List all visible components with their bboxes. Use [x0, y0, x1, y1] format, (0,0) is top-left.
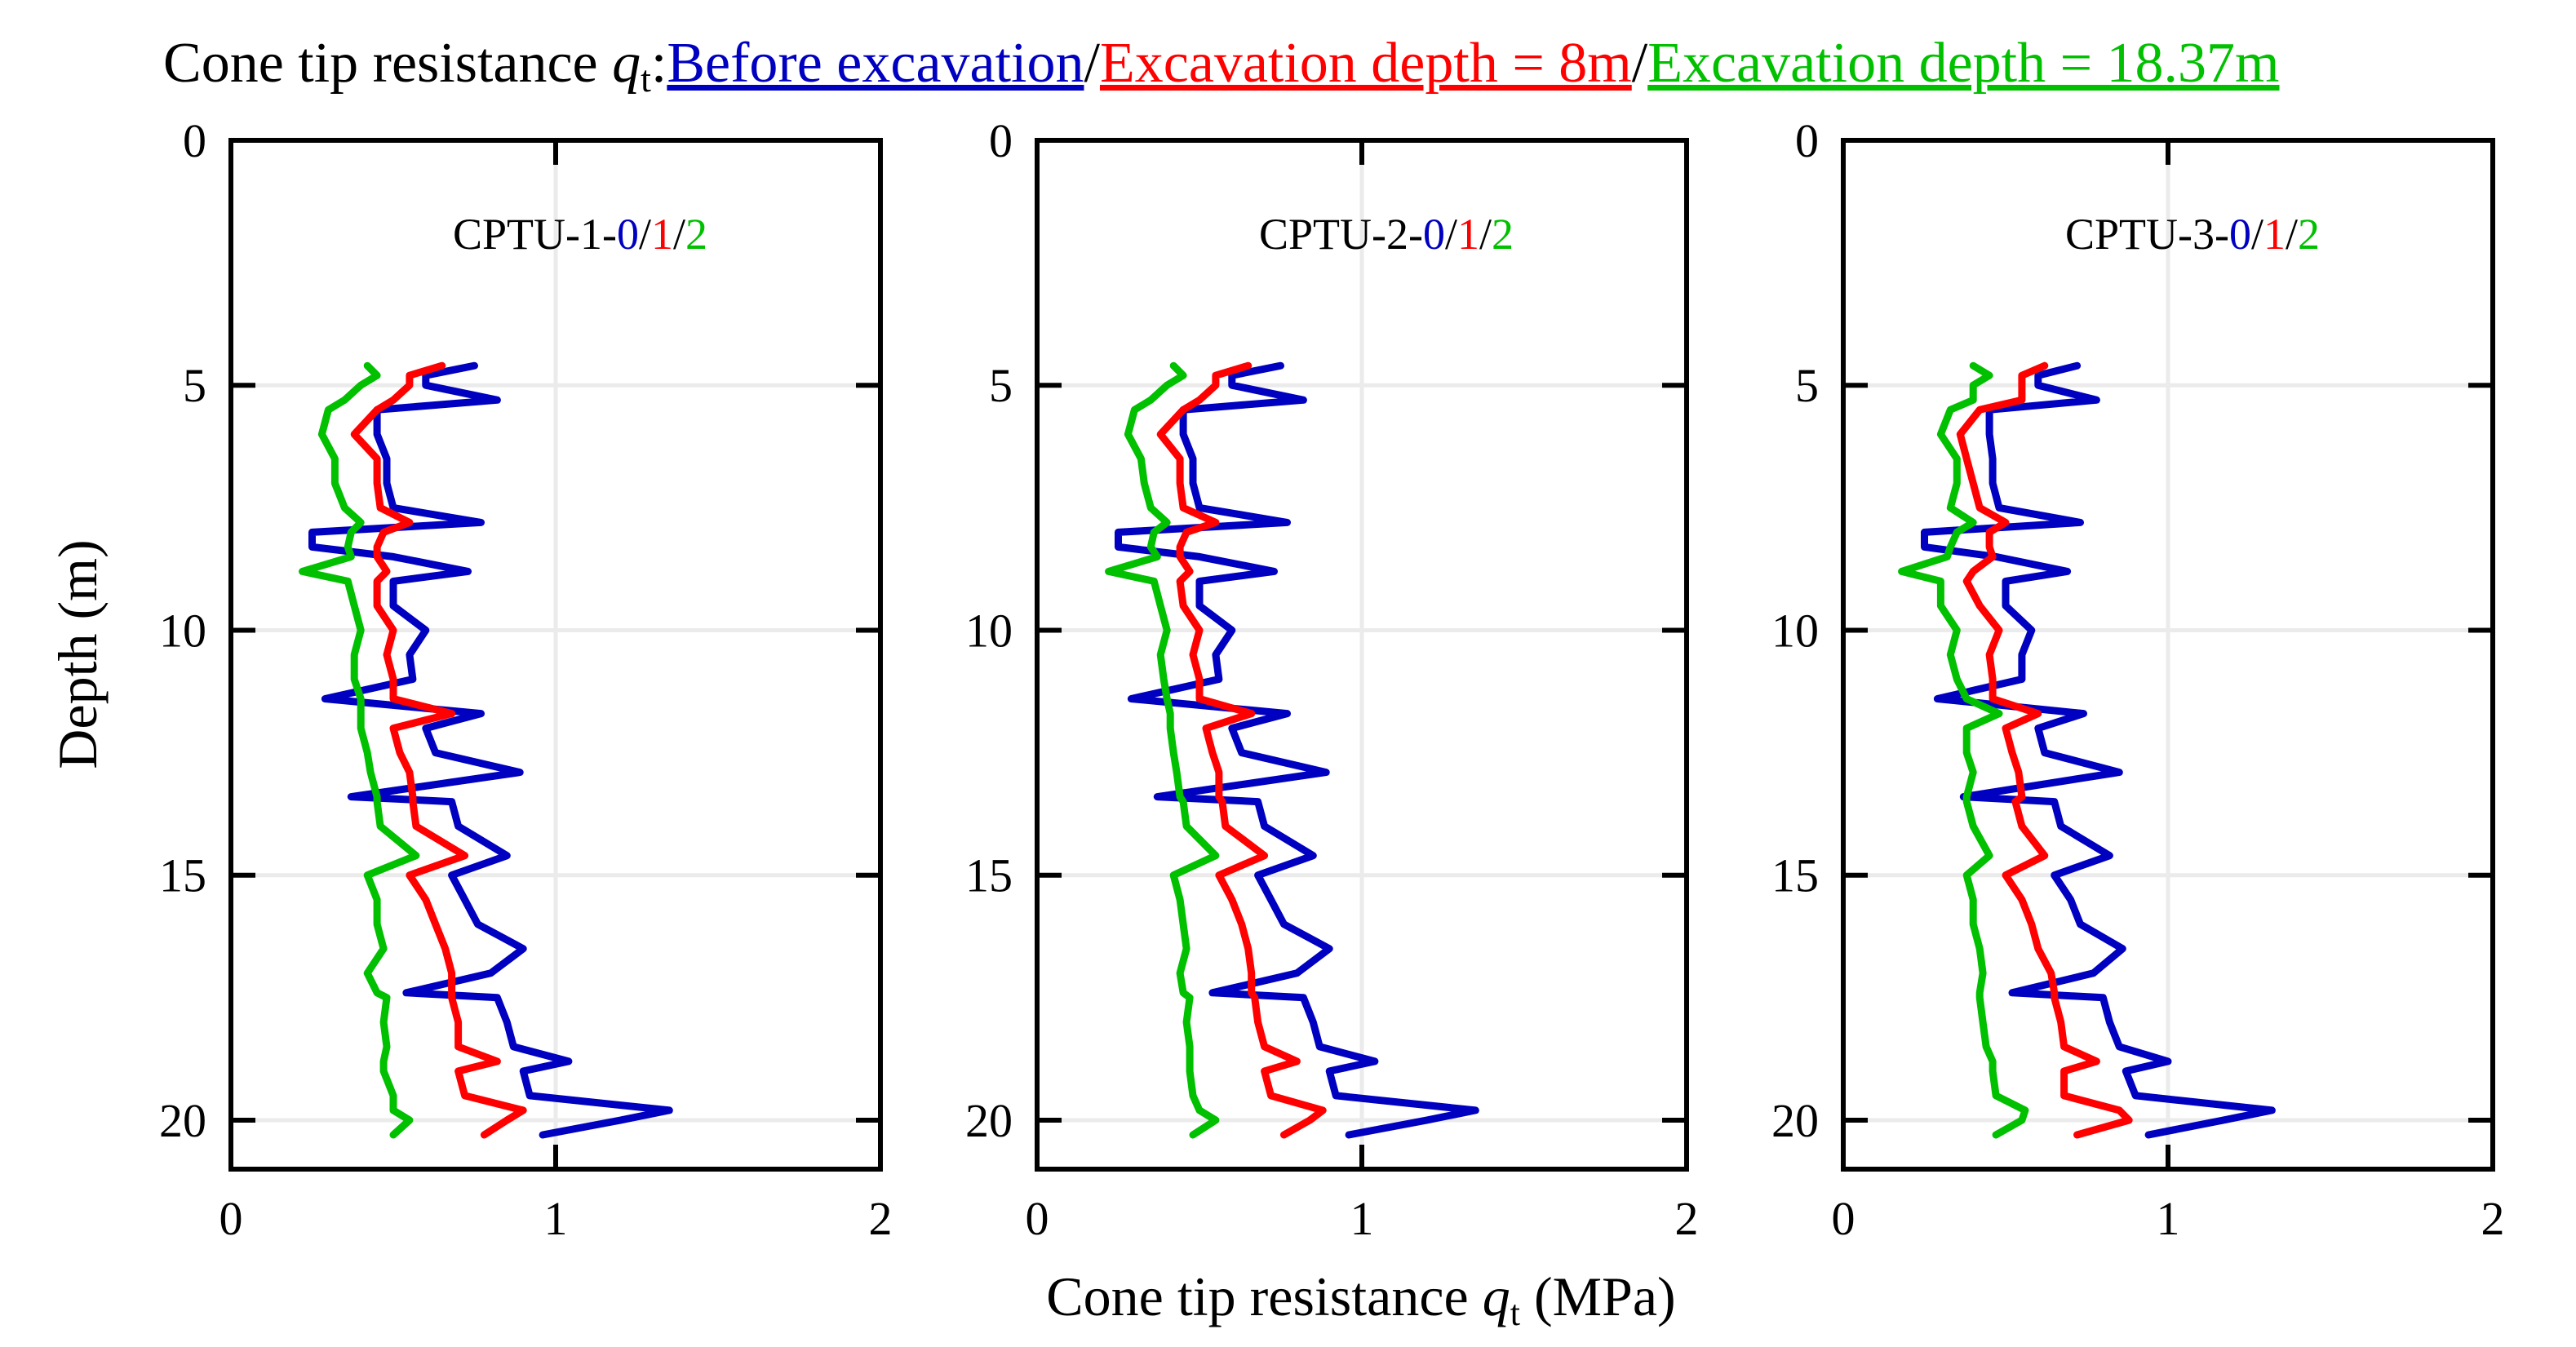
panel-label: CPTU-2-0/1/2	[1259, 210, 1514, 259]
y-tick-label: 15	[965, 849, 1013, 902]
series-line-excavation-8m	[350, 361, 527, 1139]
panel-label-part: 0	[2229, 210, 2251, 259]
x-tick-label: 1	[544, 1192, 568, 1245]
series-line-before-excavation	[308, 361, 673, 1139]
x-label-prefix: Cone tip resistance	[1046, 1265, 1482, 1327]
panel-label-part: CPTU-3-	[2065, 210, 2229, 259]
x-tick-label: 1	[1350, 1192, 1374, 1245]
y-tick-label: 0	[1795, 114, 1819, 167]
series-line-excavation-18-37m	[1105, 361, 1220, 1139]
series-line-excavation-18-37m	[299, 361, 420, 1139]
x-tick-label: 2	[869, 1192, 893, 1245]
x-tick-label: 2	[2481, 1192, 2505, 1245]
x-tick-label: 2	[1675, 1192, 1699, 1245]
y-tick-label: 0	[183, 114, 206, 167]
plot-frame	[1841, 138, 2495, 1172]
y-tick-label: 10	[965, 604, 1013, 657]
x-tick-label: 0	[219, 1192, 243, 1245]
series-line-before-excavation	[1921, 361, 2276, 1139]
x-label-suffix: (MPa)	[1520, 1265, 1676, 1327]
title-prefix: Cone tip resistance	[163, 32, 612, 95]
chart-title: Cone tip resistance qt:Before excavation…	[163, 32, 2280, 100]
legend-excavation-18-37m: Excavation depth = 18.37m	[1647, 32, 2279, 95]
y-tick-label: 20	[965, 1094, 1013, 1147]
panel-label: CPTU-1-0/1/2	[453, 210, 707, 259]
legend-excavation-8m: Excavation depth = 8m	[1100, 32, 1632, 95]
y-tick-label: 20	[1771, 1094, 1819, 1147]
panel-label-part: 0	[617, 210, 639, 259]
y-tick-label: 5	[1795, 359, 1819, 412]
panel-label-part: 1	[651, 210, 673, 259]
x-label-symbol: q	[1483, 1265, 1510, 1327]
y-tick-label: 15	[1771, 849, 1819, 902]
panel-label-part: 2	[1492, 210, 1514, 259]
series-line-excavation-8m	[1956, 361, 2133, 1139]
y-tick-label: 0	[989, 114, 1013, 167]
series-line-excavation-18-37m	[1898, 361, 2029, 1139]
panel-label-part: /	[2251, 210, 2263, 259]
panel-label-part: 1	[1457, 210, 1479, 259]
x-tick-label: 0	[1026, 1192, 1049, 1245]
series-line-before-excavation	[1115, 361, 1479, 1139]
panel-label-part: /	[1479, 210, 1492, 259]
legend-before-excavation: Before excavation	[667, 32, 1084, 95]
panel-label-part: CPTU-2-	[1259, 210, 1423, 259]
panel-label-part: 2	[2298, 210, 2320, 259]
y-tick-label: 15	[159, 849, 206, 902]
legend-sep-2: /	[1632, 32, 1648, 95]
panel-label-part: 2	[685, 210, 707, 259]
y-tick-label: 5	[183, 359, 206, 412]
panel-label-part: 1	[2263, 210, 2286, 259]
y-tick-label: 10	[1771, 604, 1819, 657]
panel-label-part: /	[639, 210, 651, 259]
panel-label-part: CPTU-1-	[453, 210, 617, 259]
y-tick-label: 10	[159, 604, 206, 657]
panel-label-part: /	[1445, 210, 1457, 259]
plot-frame	[1035, 138, 1689, 1172]
plot-frame	[228, 138, 883, 1172]
title-subscript: t	[641, 58, 651, 100]
y-tick-label: 5	[989, 359, 1013, 412]
y-tick-label: 20	[159, 1094, 206, 1147]
title-symbol: q	[612, 32, 641, 95]
x-tick-label: 0	[1832, 1192, 1856, 1245]
panel-label: CPTU-3-0/1/2	[2065, 210, 2320, 259]
panel-label-part: /	[673, 210, 685, 259]
series-line-excavation-8m	[1156, 361, 1327, 1139]
legend-sep-1: /	[1084, 32, 1100, 95]
y-axis-label: Depth (m)	[47, 539, 109, 769]
panel-label-part: 0	[1423, 210, 1445, 259]
panel-label-part: /	[2286, 210, 2298, 259]
x-axis-label: Cone tip resistance qt (MPa)	[1046, 1265, 1675, 1333]
x-tick-label: 1	[2157, 1192, 2180, 1245]
x-label-subscript: t	[1510, 1293, 1520, 1333]
title-colon: :	[651, 32, 667, 95]
